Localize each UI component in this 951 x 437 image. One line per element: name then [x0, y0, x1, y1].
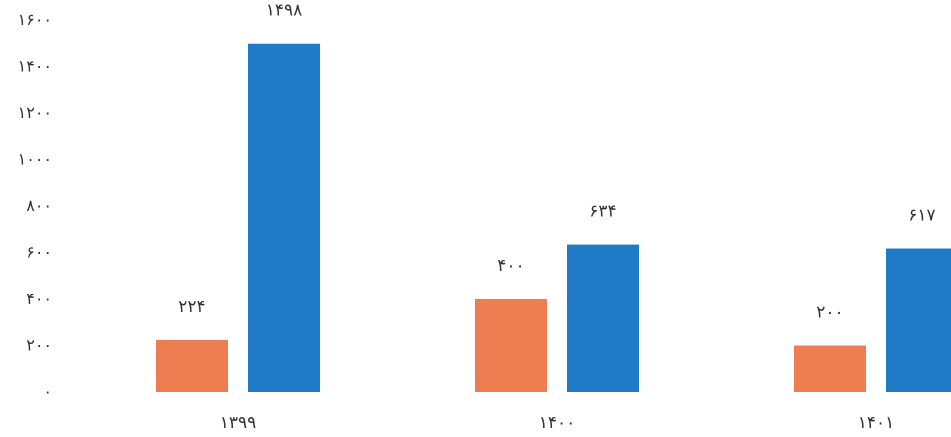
data-label: ۱۴۹۸: [266, 1, 303, 21]
y-tick-label: ۱۰۰۰: [18, 150, 52, 169]
bar: [886, 248, 951, 392]
data-label: ۴۰۰: [497, 256, 524, 276]
y-tick-label: ۸۰۰: [26, 196, 52, 215]
category-label: ۱۳۹۹: [220, 413, 257, 433]
bar: [248, 43, 320, 393]
y-tick-label: ۶۰۰: [26, 243, 52, 262]
bar: [794, 345, 866, 392]
data-label: ۲۲۴: [178, 297, 205, 317]
data-label: ۶۱۷: [908, 206, 935, 226]
bar: [475, 299, 547, 392]
category-label: ۱۴۰۰: [539, 413, 576, 433]
bar: [567, 244, 639, 392]
bar: [156, 339, 228, 392]
y-tick-label: ۱۲۰۰: [18, 103, 52, 122]
y-tick-label: ۲۰۰: [26, 336, 52, 355]
y-tick-label: ۴۰۰: [26, 289, 52, 308]
data-label: ۲۰۰: [816, 303, 843, 323]
category-label: ۱۴۰۱: [858, 413, 895, 433]
data-label: ۶۳۴: [589, 202, 616, 222]
y-tick-label: ۱۶۰۰: [18, 10, 52, 29]
y-tick-label: ۱۴۰۰: [18, 57, 52, 76]
y-tick-label: ۰: [43, 382, 52, 401]
